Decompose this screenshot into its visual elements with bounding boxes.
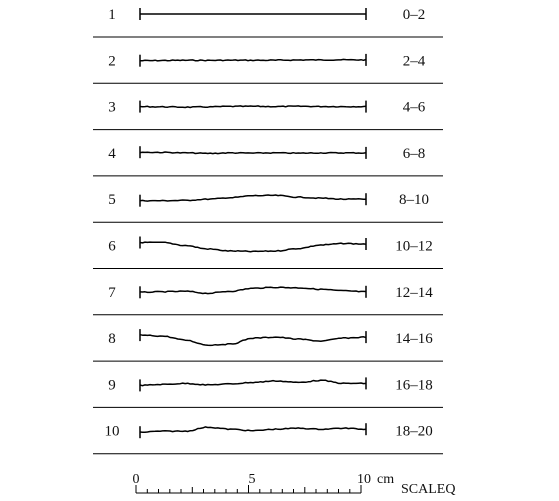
profile-trace xyxy=(140,58,367,62)
scale-tick-label-10: 10 xyxy=(357,472,371,487)
profile-trace xyxy=(139,426,367,433)
profile-depth-range: 18–20 xyxy=(395,424,433,440)
profile-rows: 1 0–2 2 2–4 3 4–6 4 6–8 5 8–10 6 10–12 7 12–14 8 14–16 9… xyxy=(93,7,443,455)
profile-trace xyxy=(139,151,367,155)
profile-depth-range: 6–8 xyxy=(403,146,426,162)
profile-depth-range: 10–12 xyxy=(395,239,433,255)
profile-trace xyxy=(139,194,366,202)
profile-depth-range: 8–10 xyxy=(399,192,429,208)
profile-depth-range: 2–4 xyxy=(403,53,426,69)
profile-depth-range: 16–18 xyxy=(395,377,433,393)
scale-caption: SCALEQ xyxy=(401,482,455,497)
profile-trace xyxy=(139,286,367,295)
scale-tick-label-0: 0 xyxy=(133,472,140,487)
profile-number: 8 xyxy=(108,331,116,347)
scale-tick-label-5: 5 xyxy=(249,472,256,487)
profile-number: 4 xyxy=(108,146,116,162)
profile-trace xyxy=(139,333,367,347)
profile-number: 3 xyxy=(108,100,116,116)
profile-depth-range: 14–16 xyxy=(395,331,433,347)
scale-unit-label: cm xyxy=(377,472,394,487)
profile-trace xyxy=(139,241,367,253)
profile-depth-range: 12–14 xyxy=(395,285,433,301)
scale-bar: 0 5 10 cm SCALEQ xyxy=(133,472,456,497)
profile-number: 10 xyxy=(105,424,120,440)
profile-number: 6 xyxy=(108,239,116,255)
profile-depth-range: 0–2 xyxy=(403,7,426,23)
scale-ruler xyxy=(135,485,362,494)
profile-number: 1 xyxy=(108,7,116,23)
profile-depth-range: 4–6 xyxy=(403,100,426,116)
profile-trace xyxy=(139,105,367,109)
profile-number: 2 xyxy=(108,53,116,69)
profile-trace xyxy=(139,379,367,387)
profile-number: 7 xyxy=(108,285,116,301)
profile-number: 5 xyxy=(108,192,116,208)
profile-number: 9 xyxy=(108,377,116,393)
